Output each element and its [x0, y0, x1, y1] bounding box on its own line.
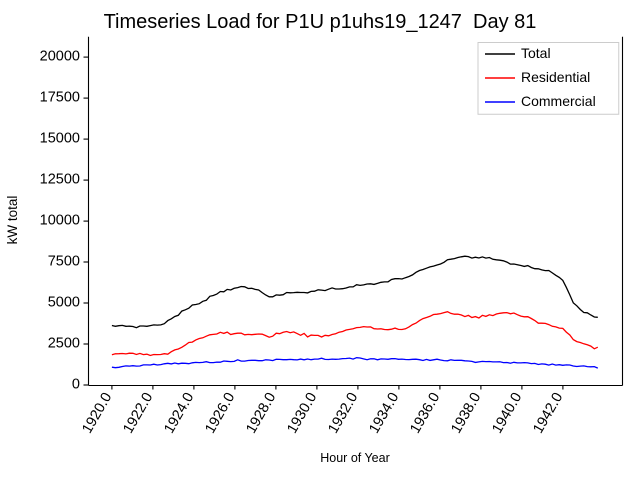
svg-text:0: 0: [72, 377, 80, 393]
svg-text:Total: Total: [521, 45, 551, 61]
svg-text:15000: 15000: [40, 131, 80, 147]
svg-text:12500: 12500: [40, 172, 80, 188]
svg-text:20000: 20000: [40, 49, 80, 65]
svg-text:17500: 17500: [40, 90, 80, 106]
svg-text:2500: 2500: [48, 336, 80, 352]
svg-text:Timeseries Load for P1U p1uhs1: Timeseries Load for P1U p1uhs19_1247 Day…: [104, 11, 537, 33]
svg-text:kW total: kW total: [5, 196, 20, 245]
svg-text:Commercial: Commercial: [521, 93, 596, 109]
svg-text:Hour of Year: Hour of Year: [320, 451, 390, 465]
svg-text:Residential: Residential: [521, 69, 590, 85]
svg-text:7500: 7500: [48, 254, 80, 270]
svg-text:5000: 5000: [48, 295, 80, 311]
svg-text:10000: 10000: [40, 213, 80, 229]
